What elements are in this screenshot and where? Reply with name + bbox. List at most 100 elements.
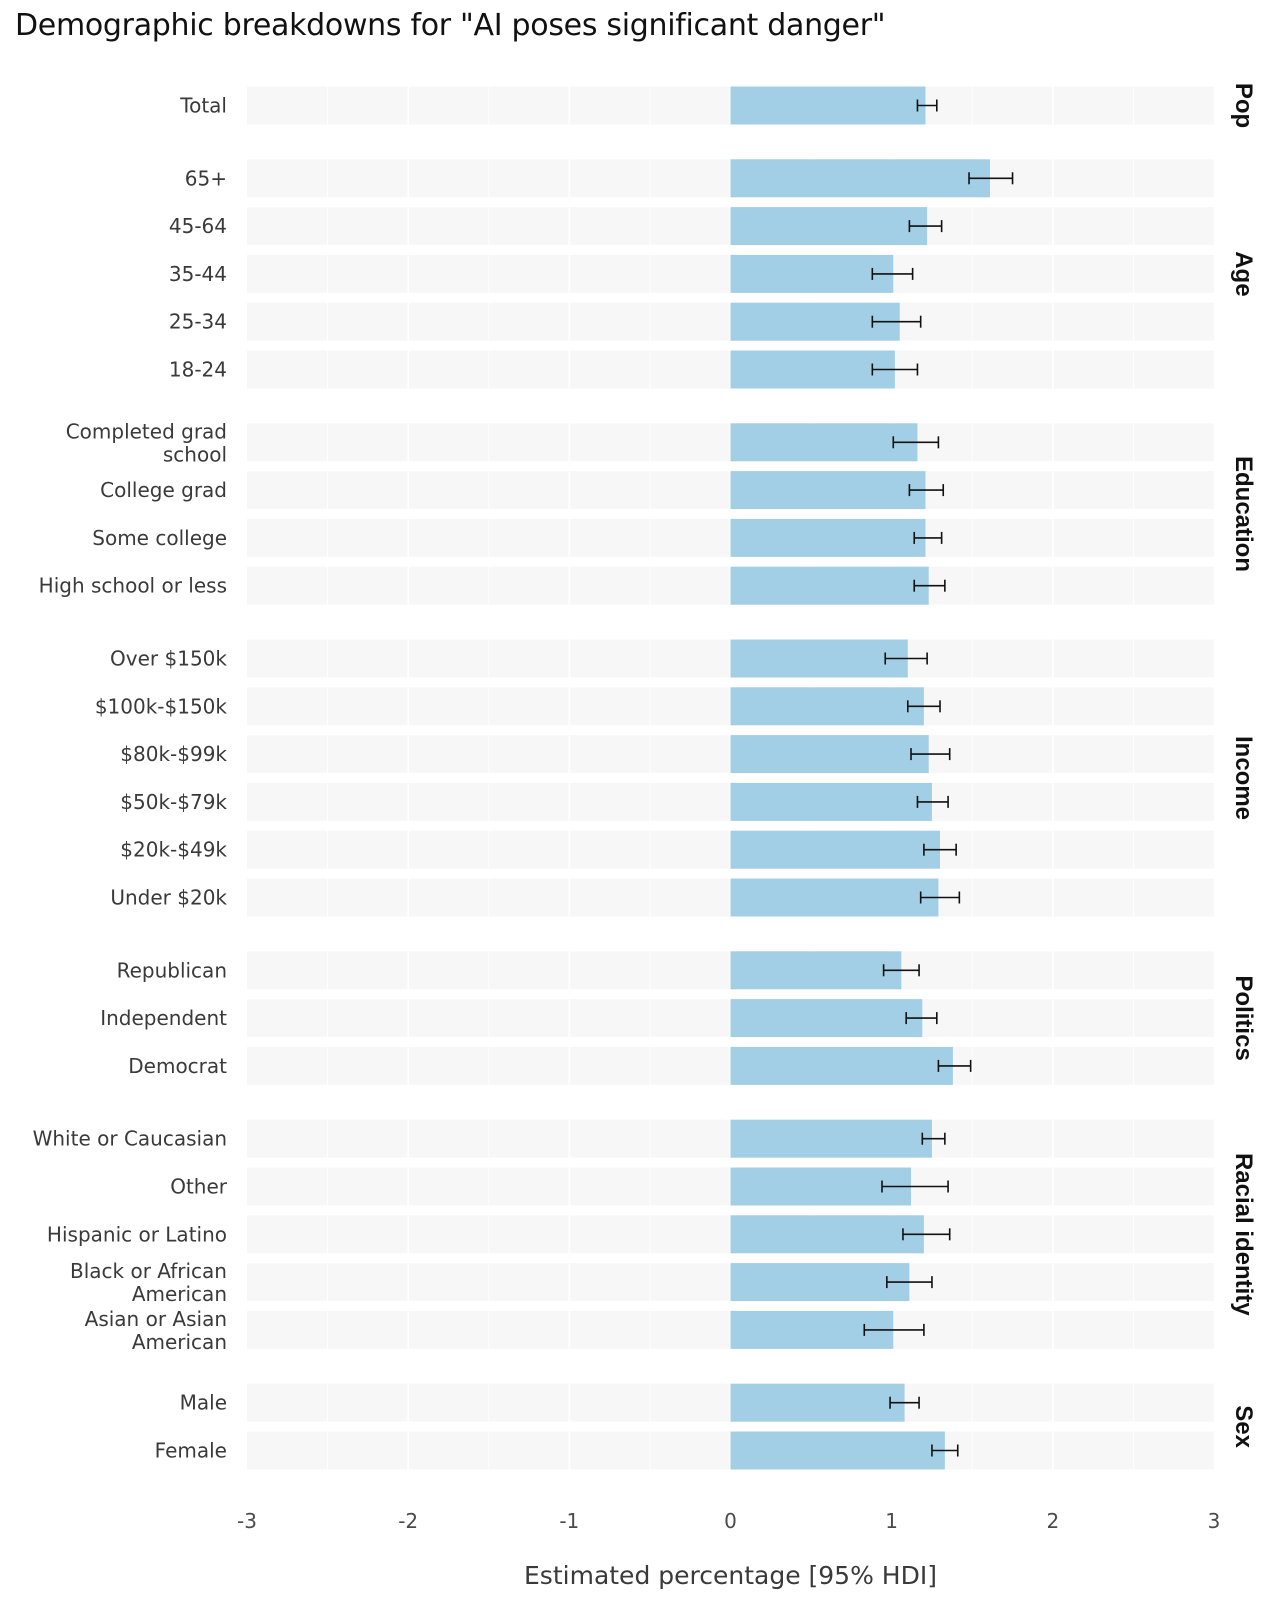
facet-racial-identity: White or Caucasian Other Hispanic or Latin…: [33, 1119, 1257, 1354]
bar-row: Other: [170, 1167, 1214, 1206]
bar-row: Independent: [100, 999, 1214, 1038]
category-label: Black or African American: [70, 1259, 227, 1306]
category-label: 65+: [185, 166, 227, 190]
error-bar-college-grad: [908, 484, 945, 497]
chart-title: Demographic breakdowns for "AI poses sig…: [15, 8, 886, 43]
category-label: 25-34: [169, 310, 227, 334]
bar-row: Republican: [117, 951, 1214, 990]
bar-college-grad: [730, 471, 926, 510]
bar-row: $80k-$99k: [120, 735, 1214, 774]
category-label: Hispanic or Latino: [47, 1222, 227, 1246]
error-bar-100k-150k: [906, 700, 941, 713]
bar-completed-grad-school: [730, 423, 918, 462]
facet-label-racial-identity: Racial identity: [1230, 1153, 1257, 1316]
category-label: 35-44: [169, 262, 227, 286]
category-label: 45-64: [169, 214, 227, 238]
error-bar-female: [931, 1444, 959, 1457]
category-label: College grad: [100, 478, 227, 502]
bar-republican: [730, 951, 902, 990]
bar-row: $100k-$150k: [95, 687, 1214, 726]
bar-row: 25-34: [169, 302, 1214, 341]
category-label: Under $20k: [110, 886, 227, 910]
bar-row: Completed grad school: [66, 419, 1214, 466]
category-label: Some college: [92, 526, 227, 550]
bar-total: [730, 86, 926, 125]
facet-label-age: Age: [1230, 251, 1257, 296]
error-bar-independent: [905, 1012, 938, 1025]
bar-50k-79k: [730, 782, 932, 821]
category-label: High school or less: [39, 574, 227, 598]
facet-age: 65+ 45-64 35-44 25-34 18-24 Age: [169, 159, 1257, 389]
error-bar-hispanic-or-latino: [902, 1228, 951, 1241]
bar-row: High school or less: [39, 566, 1214, 605]
bar-female: [730, 1431, 945, 1470]
error-bar-80k-99k: [910, 748, 951, 761]
bar-20k-49k: [730, 830, 941, 869]
bar-over-150k: [730, 639, 908, 678]
category-label: $50k-$79k: [120, 790, 227, 814]
error-bar-under-20k: [919, 891, 961, 904]
facet-pop: Total Pop: [179, 83, 1257, 128]
bar-democrat: [730, 1046, 953, 1085]
bar-row: $20k-$49k: [120, 830, 1214, 869]
category-label: Over $150k: [110, 647, 227, 671]
error-bar-high-school-or-less: [913, 579, 946, 592]
bar-row: Male: [180, 1383, 1214, 1422]
category-label: Other: [170, 1175, 228, 1199]
error-bar-over-150k: [884, 652, 928, 665]
error-bar-45-64: [908, 220, 943, 233]
category-label: $20k-$49k: [120, 838, 227, 862]
bar-row: White or Caucasian: [33, 1119, 1214, 1158]
error-bar-black-or-african-american: [886, 1276, 933, 1289]
bar-white-or-caucasian: [730, 1119, 932, 1158]
bar-row: Over $150k: [110, 639, 1214, 678]
bar-row: $50k-$79k: [120, 782, 1214, 821]
bar-row: Black or African American: [70, 1259, 1214, 1306]
error-bar-other: [881, 1180, 949, 1193]
error-bar-white-or-caucasian: [921, 1132, 946, 1145]
bar-row: College grad: [100, 471, 1214, 510]
error-bar-male: [889, 1396, 920, 1409]
bar-row: Some college: [92, 518, 1214, 557]
category-label: Total: [179, 94, 227, 118]
facet-income: Over $150k $100k-$150k $80k-$99k $50k-$79k $…: [95, 639, 1257, 917]
facet-panels: Total Pop 65+ 45-64 35-44 25-34 18-24 Age Comple…: [33, 83, 1257, 1470]
category-label: Independent: [100, 1006, 227, 1030]
facet-label-income: Income: [1230, 736, 1257, 820]
bar-row: Total: [179, 86, 1214, 125]
bar-some-college: [730, 518, 926, 557]
facet-label-education: Education: [1230, 456, 1257, 572]
error-bar-50k-79k: [916, 795, 949, 808]
x-tick-label: -3: [237, 1509, 257, 1533]
bar-other: [730, 1167, 912, 1206]
error-bar-asian-or-asian-american: [863, 1323, 925, 1336]
facet-education: Completed grad school College grad Some col…: [39, 419, 1257, 605]
bar-100k-150k: [730, 687, 924, 726]
facet-label-politics: Politics: [1230, 975, 1257, 1060]
bar-80k-99k: [730, 735, 929, 774]
error-bar-democrat: [937, 1059, 972, 1072]
facet-label-pop: Pop: [1230, 83, 1257, 128]
error-bar-18-24: [871, 363, 919, 376]
category-label: Female: [155, 1439, 227, 1463]
bar-hispanic-or-latino: [730, 1215, 924, 1254]
category-label: Asian or Asian American: [85, 1307, 227, 1354]
error-bar-20k-49k: [923, 843, 957, 856]
x-tick-label: 1: [885, 1509, 898, 1533]
bar-row: Under $20k: [110, 878, 1214, 917]
category-label: Completed grad school: [66, 419, 227, 466]
category-label: $80k-$99k: [120, 742, 227, 766]
x-tick-label: 3: [1208, 1509, 1221, 1533]
bar-18-24: [730, 350, 895, 389]
bar-under-20k: [730, 878, 939, 917]
bar-35-44: [730, 254, 894, 293]
bar-row: Female: [155, 1431, 1214, 1470]
category-label: $100k-$150k: [95, 694, 228, 718]
x-tick-label: -1: [559, 1509, 579, 1533]
bar-independent: [730, 999, 923, 1038]
bar-row: Hispanic or Latino: [47, 1215, 1214, 1254]
category-label: 18-24: [169, 358, 227, 382]
bar-row: 35-44: [169, 254, 1214, 293]
bar-high-school-or-less: [730, 566, 929, 605]
error-bar-total: [916, 99, 938, 112]
